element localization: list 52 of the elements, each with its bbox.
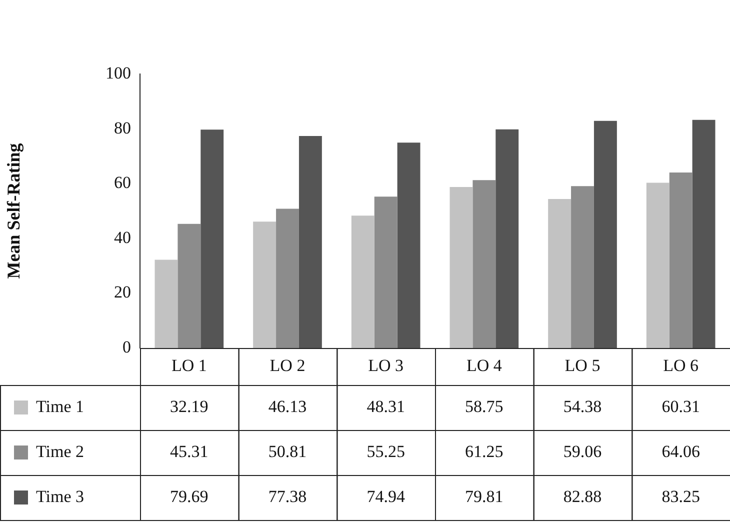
data-label: 77.38 <box>268 486 307 506</box>
legend-label: Time 2 <box>36 442 84 461</box>
data-label: 61.25 <box>465 442 504 461</box>
x-tick-label: LO 4 <box>466 356 502 375</box>
x-tick-label: LO 3 <box>368 356 404 375</box>
data-label: 74.94 <box>366 486 406 506</box>
y-tick-label: 60 <box>114 173 131 192</box>
bar <box>496 129 519 348</box>
bar <box>548 199 572 348</box>
data-label: 59.06 <box>563 442 602 461</box>
data-label: 48.31 <box>366 396 405 416</box>
bar <box>472 180 496 348</box>
y-axis-title: Mean Self-Rating <box>3 143 24 279</box>
bar <box>298 136 322 348</box>
bar <box>397 142 420 348</box>
data-label: 82.88 <box>563 486 602 506</box>
x-tick-label: LO 2 <box>270 356 306 375</box>
legend-label: Time 3 <box>36 486 84 506</box>
x-tick-label: LO 1 <box>171 356 207 375</box>
data-label: 54.38 <box>563 396 602 416</box>
data-label: 32.19 <box>170 396 208 416</box>
bar <box>669 172 692 348</box>
bar <box>594 120 617 348</box>
bar <box>200 130 224 348</box>
data-label: 50.81 <box>268 442 307 461</box>
y-tick-label: 0 <box>122 337 131 356</box>
data-label: 64.06 <box>662 442 700 461</box>
data-label: 58.75 <box>465 396 504 416</box>
bar <box>646 182 670 348</box>
bar <box>276 208 299 348</box>
y-tick-label: 40 <box>114 228 131 247</box>
data-label: 83.25 <box>662 486 700 506</box>
bar <box>571 186 594 348</box>
y-tick-label: 80 <box>114 118 131 138</box>
bar <box>692 120 716 348</box>
bar <box>450 187 473 348</box>
x-tick-label: LO 6 <box>663 356 699 375</box>
bar <box>374 196 398 348</box>
data-label: 46.13 <box>268 396 307 416</box>
x-tick-label: LO 5 <box>564 356 600 375</box>
data-label: 45.31 <box>170 442 208 461</box>
data-label: 79.81 <box>465 486 504 506</box>
data-label: 55.25 <box>366 442 405 461</box>
data-label: 60.31 <box>662 396 700 416</box>
bar <box>154 260 178 348</box>
bar <box>351 216 374 348</box>
data-label: 79.69 <box>170 486 208 506</box>
bar <box>253 222 276 348</box>
y-tick-label: 20 <box>114 282 131 302</box>
bar <box>178 224 201 348</box>
legend-label: Time 1 <box>36 396 84 416</box>
y-tick-label: 100 <box>106 63 131 82</box>
